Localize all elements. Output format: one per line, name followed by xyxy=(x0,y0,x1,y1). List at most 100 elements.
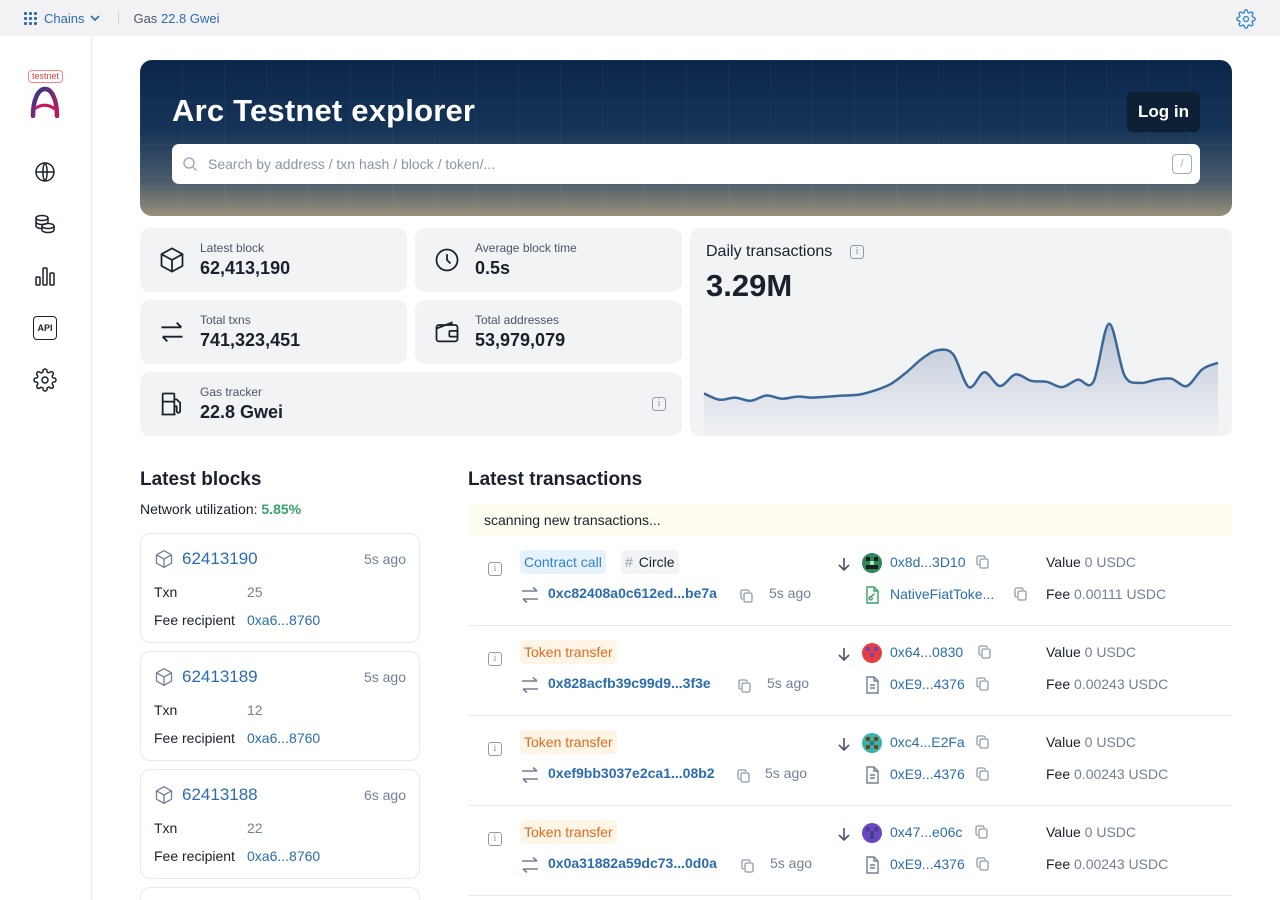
stats-chart-icon[interactable] xyxy=(33,264,57,288)
api-icon[interactable]: API xyxy=(33,316,57,340)
transaction-arrows-icon xyxy=(522,586,538,604)
tx-info-icon[interactable]: i xyxy=(488,562,502,576)
globe-icon[interactable] xyxy=(33,160,57,184)
value-currency: USDC xyxy=(1096,644,1137,660)
txn-label: Txn xyxy=(154,702,178,718)
chains-menu[interactable]: Chains xyxy=(24,11,102,26)
search-input[interactable] xyxy=(208,156,1172,172)
tx-type-tag: Token transfer xyxy=(520,820,617,844)
api-label: API xyxy=(33,316,57,340)
arc-logo[interactable]: testnet xyxy=(26,70,66,122)
address-avatar xyxy=(862,553,882,573)
tokens-coins-icon[interactable] xyxy=(33,212,57,236)
from-address-link[interactable]: 0x8d...3D10 xyxy=(890,554,966,570)
from-address-link[interactable]: 0x64...0830 xyxy=(890,644,964,660)
tx-age: 5s ago xyxy=(765,765,808,781)
copy-icon[interactable] xyxy=(740,589,754,603)
arrow-down-icon xyxy=(838,558,850,572)
copy-icon[interactable] xyxy=(738,679,752,693)
tx-value: Value 0 USDC xyxy=(1046,644,1136,660)
stat-latest-block: Latest block 62,413,190 xyxy=(140,228,407,292)
value-currency: USDC xyxy=(1096,734,1137,750)
tx-age: 5s ago xyxy=(767,675,810,691)
from-address-link[interactable]: 0xc4...E2Fa xyxy=(890,734,965,750)
login-button[interactable]: Log in xyxy=(1127,92,1200,132)
tx-type-tag: Token transfer xyxy=(520,640,617,664)
block-number-link[interactable]: 62413188 xyxy=(182,785,258,804)
arc-logo-icon xyxy=(30,86,60,118)
gas-label: Gas xyxy=(133,10,158,26)
search-bar[interactable]: / xyxy=(172,144,1200,184)
copy-icon[interactable] xyxy=(976,677,990,691)
fee-currency: USDC xyxy=(1128,676,1169,692)
tx-info-icon[interactable]: i xyxy=(488,832,502,846)
value-label: Value xyxy=(1046,734,1081,750)
to-address-link[interactable]: 0xE9...4376 xyxy=(890,766,965,782)
stat-total-addresses: Total addresses 53,979,079 xyxy=(415,300,682,364)
address-avatar xyxy=(862,823,882,843)
copy-icon[interactable] xyxy=(975,825,989,839)
fee-amount: 0.00111 xyxy=(1074,586,1123,602)
fee-recipient-link[interactable]: 0xa6...8760 xyxy=(247,730,321,746)
settings-icon[interactable] xyxy=(33,368,57,392)
copy-icon[interactable] xyxy=(976,767,990,781)
fee-recipient-link[interactable]: 0xa6...8760 xyxy=(247,848,321,864)
tx-hash-link[interactable]: 0xef9bb3037e2ca1...08b2 xyxy=(548,765,715,781)
fee-recipient-link[interactable]: 0xa6...8760 xyxy=(247,612,321,628)
value-label: Value xyxy=(1046,554,1081,570)
chart-value: 3.29M xyxy=(706,268,793,303)
value-amount: 0 xyxy=(1084,554,1093,570)
arrow-down-icon xyxy=(838,828,850,842)
tx-age: 5s ago xyxy=(770,855,813,871)
info-icon[interactable]: i xyxy=(652,397,666,411)
settings-gear-icon[interactable] xyxy=(1236,9,1256,29)
block-card: 62413190 5s ago Txn 25 Fee recipient 0xa… xyxy=(140,533,420,643)
to-address-link[interactable]: 0xE9...4376 xyxy=(890,676,965,692)
tx-hash-link[interactable]: 0xc82408a0c612ed...be7a xyxy=(548,585,717,601)
block-age: 6s ago xyxy=(363,787,406,803)
fee-recipient-label: Fee recipient xyxy=(154,612,235,628)
transaction-row: i Token transfer 0x0a31882a59dc73...0d0a… xyxy=(468,806,1232,896)
latest-transactions-title: Latest transactions xyxy=(468,469,643,490)
clock-icon xyxy=(435,248,459,272)
fee-recipient-label: Fee recipient xyxy=(154,730,235,746)
block-number-link[interactable]: 62413189 xyxy=(182,667,258,686)
copy-icon[interactable] xyxy=(976,857,990,871)
document-icon xyxy=(866,856,879,874)
fee-amount: 0.00243 xyxy=(1074,676,1125,692)
copy-icon[interactable] xyxy=(741,859,755,873)
tx-fee: Fee 0.00111 USDC xyxy=(1046,586,1166,602)
fee-amount: 0.00243 xyxy=(1074,766,1125,782)
copy-icon[interactable] xyxy=(1014,587,1028,601)
copy-icon[interactable] xyxy=(976,555,990,569)
from-address-link[interactable]: 0x47...e06c xyxy=(890,824,963,840)
block-card-partial xyxy=(140,887,420,900)
to-address-link[interactable]: 0xE9...4376 xyxy=(890,856,965,872)
transaction-row: i Contract call # Circle 0xc82408a0c612ed… xyxy=(468,536,1232,626)
wallet-icon xyxy=(435,321,459,343)
chart-line xyxy=(703,322,1219,403)
tx-type-tag: Contract call xyxy=(520,550,606,574)
hero-grid-pattern xyxy=(140,60,1232,216)
stat-label: Average block time xyxy=(475,241,577,255)
transaction-row: i Token transfer 0x828acfb39c99d9...3f3e… xyxy=(468,626,1232,716)
tx-info-icon[interactable]: i xyxy=(488,652,502,666)
method-name: Circle xyxy=(638,554,675,570)
tx-hash-link[interactable]: 0x828acfb39c99d9...3f3e xyxy=(548,675,711,691)
copy-icon[interactable] xyxy=(737,769,751,783)
info-icon[interactable]: i xyxy=(850,245,864,259)
stat-gas-tracker: Gas tracker 22.8 Gwei i xyxy=(140,372,682,436)
gas-price-indicator[interactable]: Gas 22.8 Gwei xyxy=(133,11,219,26)
tx-info-icon[interactable]: i xyxy=(488,742,502,756)
copy-icon[interactable] xyxy=(976,735,990,749)
to-address-link[interactable]: NativeFiatToke... xyxy=(890,586,995,602)
tx-hash-link[interactable]: 0x0a31882a59dc73...0d0a xyxy=(548,855,717,871)
stat-label: Gas tracker xyxy=(200,385,263,399)
tx-value: Value 0 USDC xyxy=(1046,554,1136,570)
cube-icon xyxy=(160,247,184,273)
tx-value: Value 0 USDC xyxy=(1046,824,1136,840)
value-label: Value xyxy=(1046,824,1081,840)
block-number-link[interactable]: 62413190 xyxy=(182,549,258,568)
keyboard-shortcut-hint: / xyxy=(1172,154,1192,174)
copy-icon[interactable] xyxy=(978,645,992,659)
